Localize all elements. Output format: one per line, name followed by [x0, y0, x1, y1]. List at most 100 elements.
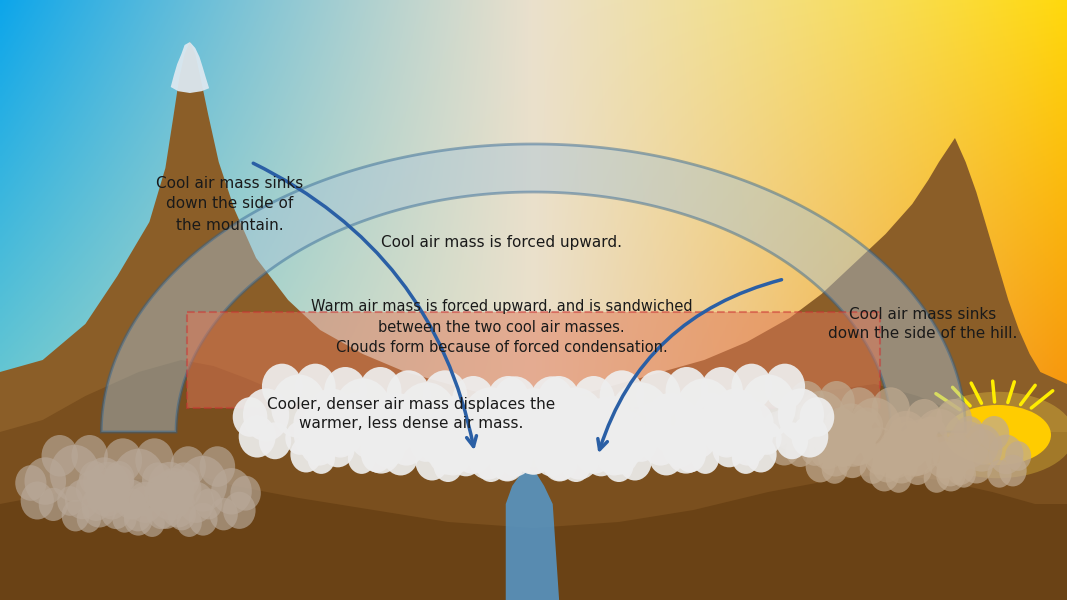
Ellipse shape: [609, 411, 646, 453]
Ellipse shape: [50, 445, 99, 502]
Ellipse shape: [102, 465, 134, 501]
Ellipse shape: [636, 370, 681, 421]
Ellipse shape: [818, 436, 853, 476]
Ellipse shape: [806, 449, 835, 482]
Ellipse shape: [872, 449, 902, 482]
Ellipse shape: [15, 465, 47, 501]
Ellipse shape: [296, 364, 336, 410]
Ellipse shape: [663, 428, 697, 467]
Ellipse shape: [572, 376, 615, 425]
Ellipse shape: [493, 376, 538, 427]
Ellipse shape: [304, 393, 353, 448]
Ellipse shape: [490, 441, 525, 481]
Ellipse shape: [538, 376, 580, 425]
Ellipse shape: [641, 421, 680, 466]
Ellipse shape: [428, 430, 466, 475]
Ellipse shape: [77, 505, 101, 533]
Ellipse shape: [79, 461, 110, 496]
Ellipse shape: [178, 456, 227, 512]
Ellipse shape: [568, 413, 606, 457]
Ellipse shape: [870, 458, 899, 491]
Ellipse shape: [500, 402, 550, 457]
Ellipse shape: [415, 442, 449, 481]
Ellipse shape: [171, 446, 206, 487]
Ellipse shape: [967, 429, 999, 465]
Ellipse shape: [737, 402, 774, 444]
Ellipse shape: [961, 424, 1002, 472]
Ellipse shape: [872, 388, 910, 431]
Ellipse shape: [625, 426, 657, 462]
Ellipse shape: [195, 488, 222, 520]
Ellipse shape: [290, 437, 322, 472]
Ellipse shape: [708, 415, 745, 458]
Ellipse shape: [586, 402, 635, 457]
Ellipse shape: [230, 476, 260, 511]
Ellipse shape: [999, 455, 1026, 487]
Ellipse shape: [606, 418, 648, 466]
Ellipse shape: [189, 503, 218, 536]
Ellipse shape: [306, 422, 338, 459]
Ellipse shape: [635, 402, 671, 444]
Ellipse shape: [435, 435, 471, 475]
Ellipse shape: [467, 433, 508, 479]
Ellipse shape: [864, 443, 892, 475]
Ellipse shape: [421, 411, 458, 453]
Ellipse shape: [933, 441, 958, 471]
Ellipse shape: [573, 406, 622, 463]
Ellipse shape: [785, 434, 815, 467]
Ellipse shape: [168, 498, 196, 530]
Ellipse shape: [71, 435, 108, 476]
Ellipse shape: [348, 442, 376, 474]
Ellipse shape: [987, 460, 1012, 488]
Ellipse shape: [112, 505, 137, 533]
Ellipse shape: [271, 374, 327, 438]
Ellipse shape: [830, 403, 872, 451]
Ellipse shape: [168, 463, 200, 499]
Ellipse shape: [161, 487, 195, 527]
Ellipse shape: [124, 500, 152, 532]
Ellipse shape: [914, 409, 964, 466]
Ellipse shape: [310, 392, 345, 432]
Ellipse shape: [25, 457, 66, 505]
Ellipse shape: [86, 469, 127, 517]
Ellipse shape: [120, 488, 146, 520]
Ellipse shape: [461, 413, 499, 457]
Ellipse shape: [824, 407, 857, 444]
Ellipse shape: [776, 422, 808, 459]
Ellipse shape: [200, 446, 235, 487]
Ellipse shape: [124, 503, 153, 536]
Ellipse shape: [524, 411, 560, 453]
Ellipse shape: [145, 476, 175, 511]
Ellipse shape: [1005, 441, 1031, 471]
Ellipse shape: [154, 468, 194, 515]
Ellipse shape: [905, 419, 938, 457]
Ellipse shape: [461, 407, 499, 451]
Ellipse shape: [503, 388, 564, 458]
Ellipse shape: [338, 392, 372, 432]
Ellipse shape: [372, 393, 421, 448]
Ellipse shape: [947, 421, 989, 469]
Text: Cooler, denser air mass displaces the
warmer, less dense air mass.: Cooler, denser air mass displaces the wa…: [267, 397, 555, 431]
Ellipse shape: [879, 434, 907, 466]
Polygon shape: [506, 468, 559, 600]
Ellipse shape: [387, 421, 426, 466]
Ellipse shape: [674, 437, 706, 472]
Ellipse shape: [666, 367, 708, 416]
Ellipse shape: [906, 399, 942, 440]
Ellipse shape: [675, 379, 733, 445]
Ellipse shape: [294, 414, 333, 458]
Ellipse shape: [177, 508, 202, 537]
Ellipse shape: [81, 488, 111, 521]
Ellipse shape: [940, 434, 974, 474]
Ellipse shape: [149, 492, 182, 529]
Ellipse shape: [259, 422, 291, 459]
Ellipse shape: [350, 414, 388, 458]
Ellipse shape: [978, 416, 1009, 451]
Ellipse shape: [76, 470, 109, 508]
Ellipse shape: [487, 376, 529, 425]
Ellipse shape: [354, 407, 393, 451]
Ellipse shape: [507, 411, 543, 453]
Ellipse shape: [799, 397, 834, 437]
Ellipse shape: [745, 437, 777, 472]
Ellipse shape: [478, 418, 520, 466]
